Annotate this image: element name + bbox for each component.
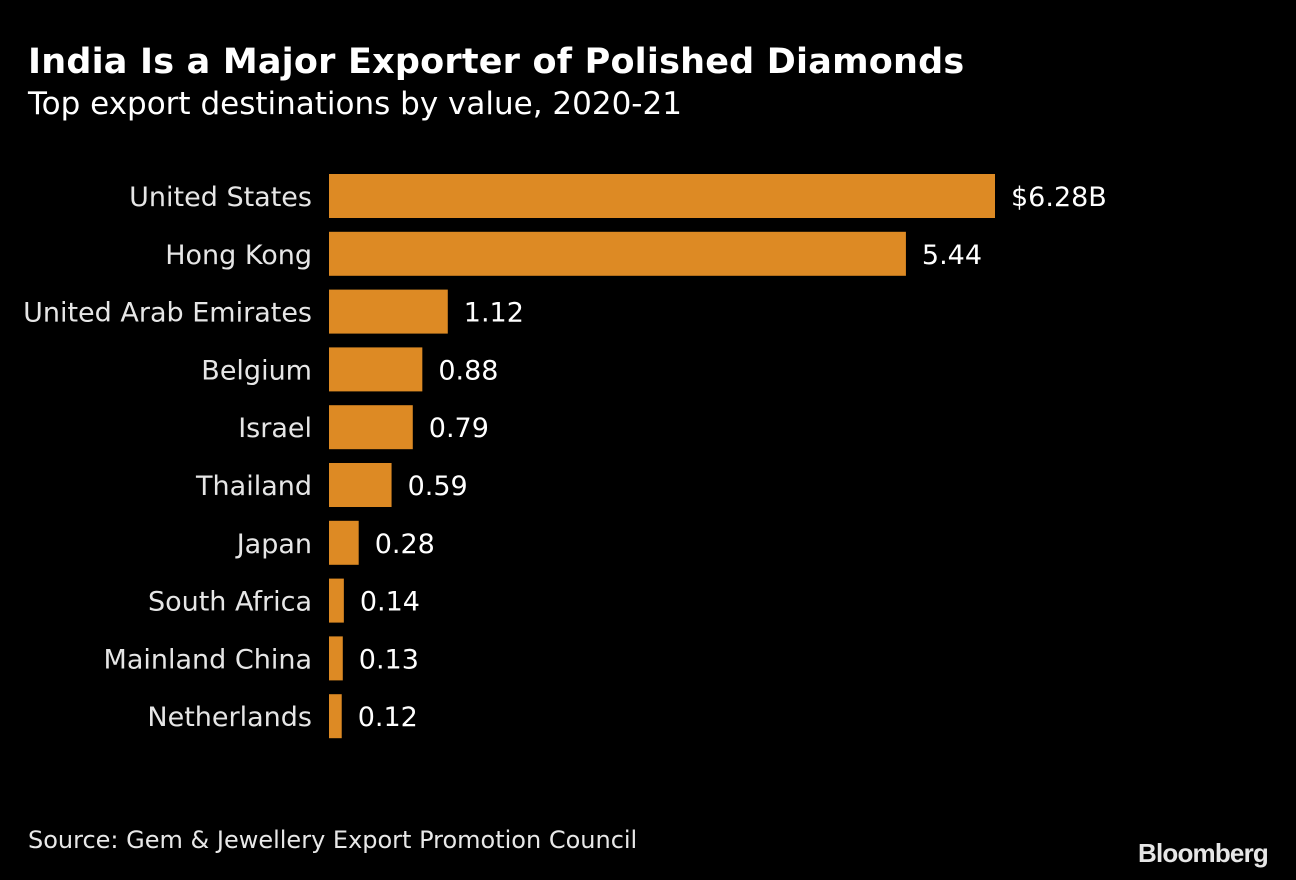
category-label: Belgium xyxy=(201,355,312,386)
bar xyxy=(329,231,906,276)
value-label: 0.13 xyxy=(359,644,419,675)
bar xyxy=(329,405,413,450)
bar xyxy=(329,463,392,507)
category-label: Israel xyxy=(238,413,312,444)
value-label: 0.14 xyxy=(360,587,420,618)
value-label: $6.28B xyxy=(1011,182,1107,213)
category-label: Thailand xyxy=(195,471,312,502)
chart-subtitle: Top export destinations by value, 2020-2… xyxy=(28,86,682,122)
category-label: Mainland China xyxy=(104,644,312,675)
bar xyxy=(329,347,423,392)
bar xyxy=(329,289,448,334)
value-label: 5.44 xyxy=(922,240,982,271)
bar xyxy=(329,520,359,565)
source-note: Source: Gem & Jewellery Export Promotion… xyxy=(28,826,638,854)
bar xyxy=(329,174,995,218)
category-label: United Arab Emirates xyxy=(23,298,312,329)
chart-title: India Is a Major Exporter of Polished Di… xyxy=(28,42,965,82)
value-label: 1.12 xyxy=(464,298,524,329)
bloomberg-logo: Bloomberg xyxy=(1137,838,1269,868)
bar xyxy=(329,694,342,739)
bar xyxy=(329,578,344,623)
category-label: Hong Kong xyxy=(165,240,312,271)
value-label: 0.88 xyxy=(438,355,498,386)
bar xyxy=(329,636,343,681)
value-label: 0.59 xyxy=(408,471,468,502)
value-label: 0.12 xyxy=(358,702,418,733)
category-label: United States xyxy=(129,182,312,213)
value-label: 0.28 xyxy=(375,529,435,560)
category-label: Netherlands xyxy=(147,702,312,733)
value-label: 0.79 xyxy=(429,413,489,444)
category-label: South Africa xyxy=(148,587,312,618)
category-label: Japan xyxy=(235,529,312,560)
